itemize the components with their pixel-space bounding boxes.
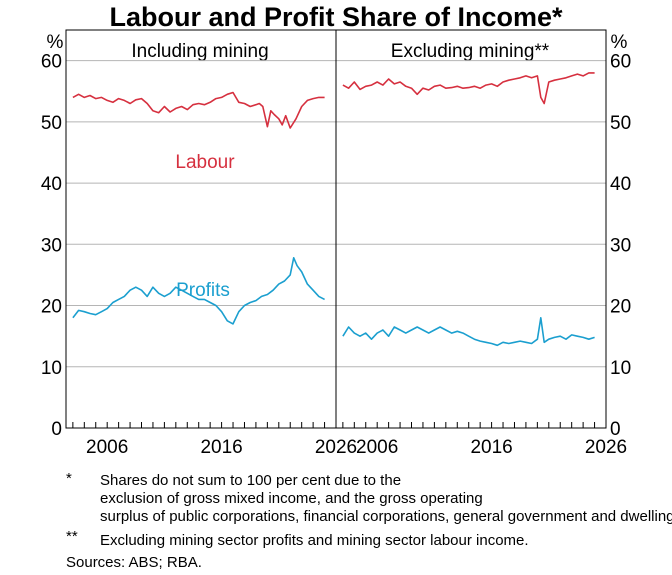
note-text-1: Shares do not sum to 100 per cent due to… — [100, 472, 672, 525]
footnotes: * Shares do not sum to 100 per cent due … — [66, 470, 672, 571]
series-label-profits: Profits — [176, 280, 230, 301]
series-profits-panel-1 — [72, 256, 325, 325]
series-labour-panel-2 — [342, 72, 595, 105]
x-tick-label-2016: 2016 — [470, 437, 512, 458]
x-tick-label-2016: 2016 — [200, 437, 242, 458]
y-tick-right-30: 30 — [610, 235, 631, 256]
series-label-labour: Labour — [175, 152, 235, 173]
y-tick-right-0: 0 — [610, 419, 621, 440]
note-marker-1: * — [66, 470, 72, 487]
note-marker-2: ** — [66, 528, 78, 545]
series-labour-panel-1 — [72, 91, 325, 129]
panel-title-excluding-mining: Excluding mining** — [391, 41, 550, 62]
sources: Sources: ABS; RBA. — [66, 554, 202, 571]
y-tick-right-10: 10 — [610, 358, 631, 379]
y-tick-right-40: 40 — [610, 174, 631, 195]
chart-title: Labour and Profit Share of Income* — [109, 2, 563, 32]
x-tick-label-2006: 2006 — [86, 437, 128, 458]
y-tick-left-20: 20 — [41, 297, 62, 318]
panel-title-including-mining: Including mining — [131, 41, 268, 62]
y-tick-right-50: 50 — [610, 113, 631, 134]
x-tick-label-2026: 2026 — [585, 437, 627, 458]
left-unit-label: % — [47, 32, 64, 53]
y-tick-left-0: 0 — [51, 419, 62, 440]
x-tick-label-2026: 2026 — [315, 437, 357, 458]
x-tick-label-2006: 2006 — [356, 437, 398, 458]
y-tick-left-60: 60 — [41, 52, 62, 73]
y-tick-left-10: 10 — [41, 358, 62, 379]
right-unit-label: % — [611, 32, 628, 53]
y-tick-left-40: 40 — [41, 174, 62, 195]
y-tick-left-30: 30 — [41, 235, 62, 256]
y-tick-right-60: 60 — [610, 52, 631, 73]
series-profits-panel-2 — [342, 316, 595, 347]
y-tick-right-20: 20 — [610, 297, 631, 318]
note-text-2: Excluding mining sector profits and mini… — [100, 532, 529, 549]
y-tick-left-50: 50 — [41, 113, 62, 134]
